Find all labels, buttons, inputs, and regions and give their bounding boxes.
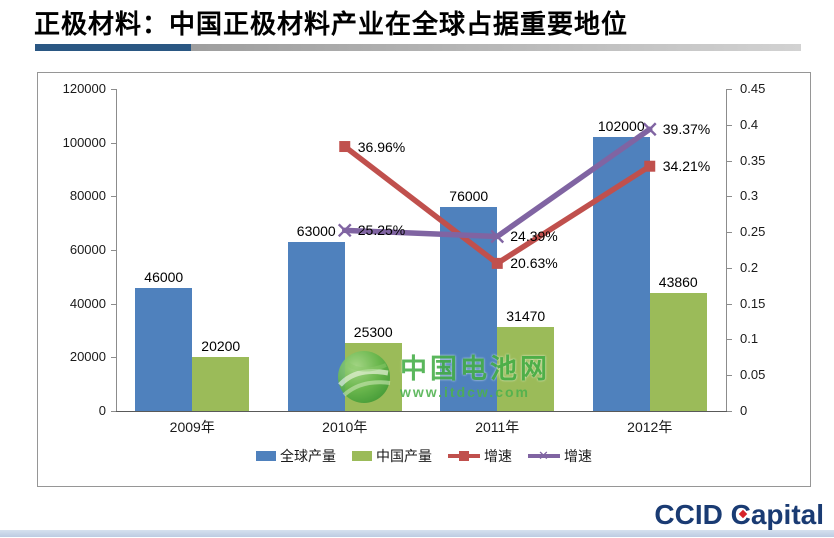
- y-tick-mark-left: [111, 303, 116, 305]
- square-marker-icon: [339, 141, 351, 153]
- bar-全球产量: [135, 287, 193, 411]
- y-tick-mark-right: [727, 339, 732, 341]
- chart-legend: 全球产量 中国产量 增速 ✕ 增速: [38, 446, 810, 466]
- watermark: 中国电池网 www.itdcw.com: [336, 349, 550, 405]
- bar-value-label: 102000: [597, 118, 645, 135]
- legend-swatch-增速: ✕: [528, 449, 560, 463]
- right-axis-line: [726, 89, 727, 411]
- bar-中国产量: [649, 293, 707, 411]
- legend-swatch-中国产量: [352, 451, 372, 461]
- line-value-label: 25.25%: [357, 222, 406, 239]
- y-tick-label-right: 0.35: [740, 152, 766, 168]
- bar-value-label: 63000: [296, 222, 336, 239]
- y-tick-label-left: 100000: [62, 134, 106, 150]
- bar-value-label: 43860: [658, 274, 698, 291]
- x-axis-line: [116, 411, 727, 412]
- y-tick-label-left: 60000: [69, 242, 106, 257]
- watermark-text: 中国电池网 www.itdcw.com: [400, 354, 550, 400]
- y-tick-label-right: 0.05: [740, 367, 766, 383]
- x-tick-label: 2010年: [322, 419, 368, 435]
- bar-中国产量: [497, 326, 555, 411]
- x-tick-label: 2011年: [475, 419, 520, 435]
- x-marker-icon: [642, 122, 657, 137]
- y-tick-label-right: 0.3: [740, 188, 759, 204]
- footer-strip: [0, 530, 834, 537]
- line-value-label: 24.39%: [510, 228, 558, 245]
- logo-capital-c: C: [731, 499, 751, 531]
- y-tick-mark-right: [727, 89, 732, 90]
- bar-中国产量: [192, 356, 250, 411]
- legend-swatch-全球产量: [256, 451, 276, 461]
- legend-swatch-增速: [448, 449, 480, 463]
- y-tick-label-left: 20000: [69, 349, 106, 365]
- y-tick-label-right: 0.45: [740, 81, 766, 96]
- y-tick-mark-right: [727, 375, 732, 377]
- legend-item: ✕ 增速: [528, 446, 592, 466]
- square-marker-icon: [491, 257, 503, 269]
- legend-x-marker-icon: ✕: [538, 448, 549, 463]
- legend-label: 增速: [564, 448, 592, 464]
- bar-value-label: 76000: [449, 188, 489, 205]
- y-tick-mark-right: [727, 160, 732, 162]
- chart-frame: 0 20000 40000 60000 80000 100000 120000 0 0.05 0…: [37, 72, 811, 487]
- x-marker-icon: [490, 229, 505, 244]
- bar-value-label: 25300: [353, 324, 393, 341]
- ccid-capital-logo: CCID Capital: [654, 499, 824, 531]
- y-tick-label-left: 120000: [62, 81, 106, 96]
- y-tick-label-right: 0: [740, 403, 748, 418]
- legend-square-marker-icon: [459, 451, 469, 461]
- y-tick-mark-left: [111, 411, 116, 412]
- legend-label: 增速: [484, 448, 512, 464]
- y-tick-label-left: 0: [98, 403, 106, 418]
- title-underline-gray: [191, 44, 801, 51]
- line-value-label: 36.96%: [357, 138, 406, 155]
- watermark-name: 中国电池网: [400, 354, 550, 384]
- legend-label: 全球产量: [280, 448, 336, 464]
- logo-ccid: CCID: [654, 499, 723, 530]
- legend-line: [528, 454, 560, 458]
- y-tick-label-right: 0.2: [740, 259, 759, 275]
- y-tick-label-right: 0.25: [740, 224, 766, 240]
- legend-item: 增速: [448, 446, 512, 466]
- y-tick-mark-right: [727, 267, 732, 269]
- y-tick-mark-right: [727, 232, 732, 234]
- line-value-label: 20.63%: [510, 255, 558, 272]
- y-tick-label-right: 0.4: [740, 116, 759, 132]
- legend-item: 全球产量: [256, 446, 336, 466]
- watermark-url: www.itdcw.com: [400, 384, 530, 400]
- y-tick-mark-right: [727, 196, 732, 198]
- x-marker-icon: [337, 223, 352, 238]
- y-tick-mark-left: [111, 250, 116, 251]
- bar-value-label: 20200: [201, 337, 241, 354]
- left-axis-line: [116, 89, 117, 411]
- line-value-label: 34.21%: [662, 158, 711, 175]
- square-marker-icon: [644, 160, 656, 172]
- y-tick-mark-right: [727, 124, 732, 126]
- y-tick-label-right: 0.1: [740, 331, 759, 347]
- bar-全球产量: [287, 241, 345, 411]
- line-series-layer: [337, 122, 657, 269]
- legend-label: 中国产量: [376, 448, 432, 464]
- y-tick-mark-left: [111, 142, 116, 144]
- y-tick-mark-left: [111, 196, 116, 198]
- slide-title: 正极材料：中国正极材料产业在全球占据重要地位: [34, 10, 629, 40]
- y-tick-label-left: 40000: [69, 295, 106, 311]
- logo-capital-rest: apital: [750, 499, 824, 530]
- legend-item: 中国产量: [352, 446, 432, 466]
- bar-value-label: 46000: [144, 268, 184, 285]
- x-tick-label: 2012年: [627, 419, 673, 435]
- y-tick-label-right: 0.15: [740, 295, 766, 311]
- watermark-globe-icon: [338, 351, 391, 403]
- y-tick-mark-left: [111, 357, 116, 359]
- y-tick-mark-left: [111, 89, 116, 90]
- line-value-label: 39.37%: [662, 121, 711, 138]
- bar-value-label: 31470: [506, 307, 546, 324]
- title-underline-blue: [35, 44, 191, 51]
- y-tick-mark-right: [727, 303, 732, 305]
- y-tick-label-left: 80000: [69, 188, 106, 204]
- x-tick-label: 2009年: [169, 419, 215, 435]
- y-tick-mark-right: [727, 411, 732, 412]
